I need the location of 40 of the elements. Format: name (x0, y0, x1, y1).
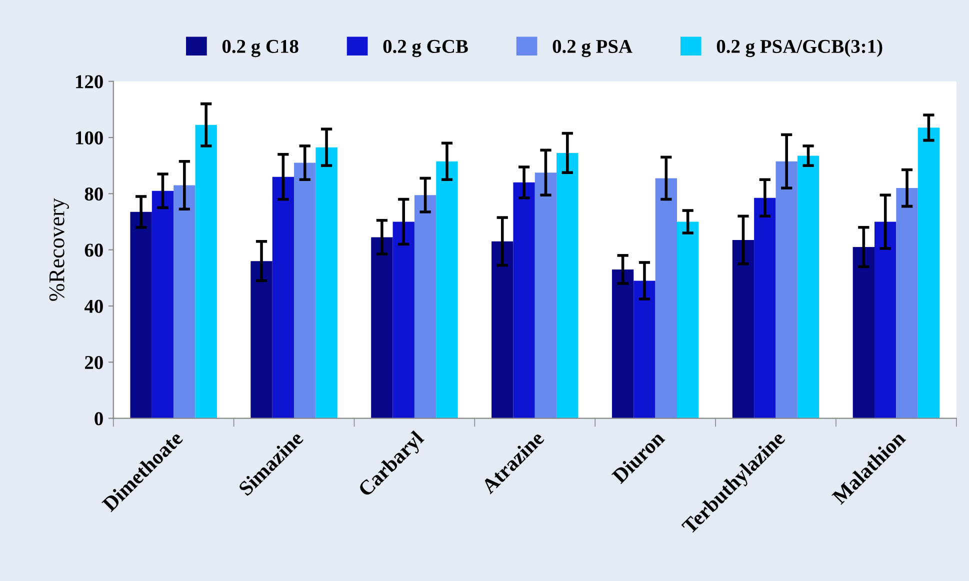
bar (732, 240, 754, 418)
legend-label: 0.2 g C18 (222, 40, 298, 58)
y-tick-label: 40 (84, 300, 103, 313)
bar (316, 147, 338, 418)
bar (776, 161, 798, 418)
bar (414, 195, 436, 418)
bar (634, 280, 656, 418)
legend-label: 0.2 g PSA/GCB(3:1) (716, 39, 882, 58)
bar (392, 222, 414, 418)
bar (195, 124, 217, 418)
bar (130, 212, 152, 418)
bar (436, 161, 458, 418)
bar (556, 152, 578, 418)
bar (513, 182, 535, 418)
bar (294, 162, 316, 418)
y-tick-label: 100 (76, 131, 103, 144)
bar (874, 222, 896, 418)
y-axis-title: %Recovery (49, 198, 69, 301)
y-tick-label: 120 (76, 75, 103, 88)
bar (852, 247, 875, 418)
bar (896, 188, 918, 418)
bar (612, 269, 634, 418)
y-tick-label: 60 (84, 244, 103, 257)
bar (797, 156, 820, 418)
bar (754, 198, 776, 418)
bar (492, 241, 514, 418)
bar (534, 172, 557, 418)
bar (918, 128, 940, 418)
bar (371, 237, 393, 418)
bar (152, 190, 174, 418)
legend-label: 0.2 g PSA (552, 40, 632, 58)
bar (272, 176, 294, 418)
bar (655, 178, 677, 418)
y-tick-label: 0 (94, 412, 103, 426)
y-tick-label: 20 (85, 356, 103, 370)
bar (250, 261, 272, 418)
bar (174, 185, 196, 418)
y-tick-label: 80 (84, 187, 103, 201)
legend-label: 0.2 g GCB (383, 40, 468, 58)
bar (677, 222, 699, 418)
